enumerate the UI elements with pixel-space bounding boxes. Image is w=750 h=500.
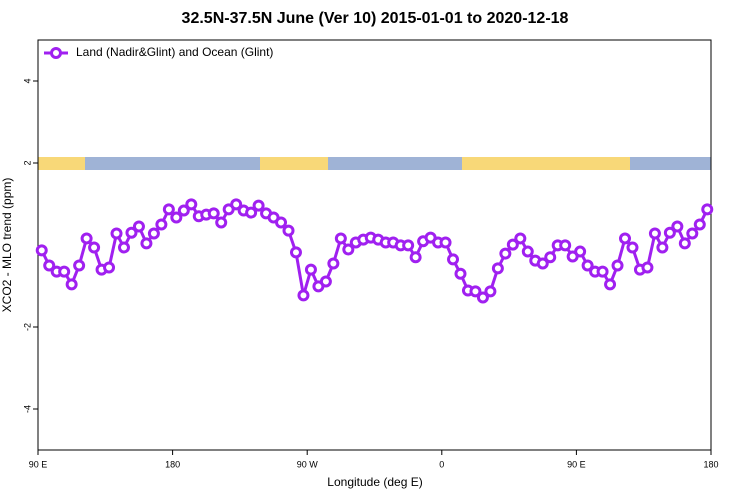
point bbox=[230, 198, 243, 211]
point bbox=[65, 278, 78, 291]
point bbox=[581, 259, 594, 272]
point bbox=[185, 198, 198, 211]
y-tick-label: -4 bbox=[22, 405, 32, 413]
plot-frame bbox=[37, 39, 712, 451]
point bbox=[559, 239, 572, 252]
point bbox=[499, 247, 512, 260]
legend-marker bbox=[50, 47, 62, 59]
point bbox=[155, 218, 168, 231]
point bbox=[611, 259, 624, 272]
y-tick-label: -2 bbox=[22, 323, 32, 331]
point bbox=[297, 289, 310, 302]
point bbox=[35, 244, 48, 257]
chart-title: 32.5N-37.5N June (Ver 10) 2015-01-01 to … bbox=[182, 10, 569, 27]
point bbox=[469, 285, 482, 298]
x-tick-label: 90 W bbox=[297, 459, 319, 469]
point bbox=[656, 241, 669, 254]
x-tick-label: 0 bbox=[439, 459, 444, 469]
point bbox=[648, 227, 661, 240]
x-axis-label: Longitude (deg E) bbox=[327, 475, 422, 489]
point bbox=[327, 257, 340, 270]
x-tick-label: 90 E bbox=[567, 459, 586, 469]
point bbox=[177, 204, 190, 217]
point bbox=[132, 220, 145, 233]
point bbox=[140, 237, 153, 250]
point bbox=[103, 261, 116, 274]
point bbox=[215, 216, 228, 229]
point bbox=[447, 253, 460, 266]
point bbox=[117, 241, 130, 254]
x-tick-label: 90 E bbox=[29, 459, 48, 469]
point bbox=[439, 236, 452, 249]
point bbox=[678, 237, 691, 250]
point bbox=[170, 211, 183, 224]
point bbox=[125, 226, 138, 239]
point bbox=[484, 285, 497, 298]
point bbox=[319, 275, 332, 288]
point bbox=[596, 265, 609, 278]
point bbox=[693, 218, 706, 231]
point bbox=[252, 199, 265, 212]
point bbox=[514, 232, 527, 245]
point bbox=[207, 207, 220, 220]
point bbox=[619, 232, 632, 245]
point bbox=[701, 203, 714, 216]
point bbox=[491, 262, 504, 275]
point bbox=[574, 245, 587, 258]
point bbox=[544, 251, 557, 264]
point bbox=[604, 278, 617, 291]
y-tick-label: 4 bbox=[22, 78, 32, 83]
point bbox=[521, 245, 534, 258]
point bbox=[686, 227, 699, 240]
x-tick-label: 180 bbox=[703, 459, 718, 469]
point bbox=[342, 243, 355, 256]
point bbox=[275, 216, 288, 229]
point bbox=[162, 203, 175, 216]
y-tick-label: 2 bbox=[22, 160, 32, 165]
point bbox=[671, 220, 684, 233]
point bbox=[245, 206, 258, 219]
point bbox=[73, 259, 86, 272]
point bbox=[43, 259, 56, 272]
point bbox=[282, 224, 295, 237]
point bbox=[506, 238, 519, 251]
point bbox=[289, 246, 302, 259]
point bbox=[641, 261, 654, 274]
point bbox=[80, 232, 93, 245]
point bbox=[626, 241, 639, 254]
point bbox=[454, 267, 467, 280]
point bbox=[147, 227, 160, 240]
point bbox=[304, 263, 317, 276]
point bbox=[663, 226, 676, 239]
point bbox=[402, 239, 415, 252]
point bbox=[110, 227, 123, 240]
point bbox=[334, 232, 347, 245]
point bbox=[58, 265, 71, 278]
land-ocean-strip bbox=[38, 157, 711, 170]
point bbox=[409, 251, 422, 264]
legend-label: Land (Nadir&Glint) and Ocean (Glint) bbox=[76, 45, 273, 59]
point bbox=[476, 291, 489, 304]
y-axis-label: XCO2 - MLO trend (ppm) bbox=[0, 178, 14, 313]
point bbox=[536, 257, 549, 270]
x-tick-label: 180 bbox=[165, 459, 180, 469]
point bbox=[88, 241, 101, 254]
